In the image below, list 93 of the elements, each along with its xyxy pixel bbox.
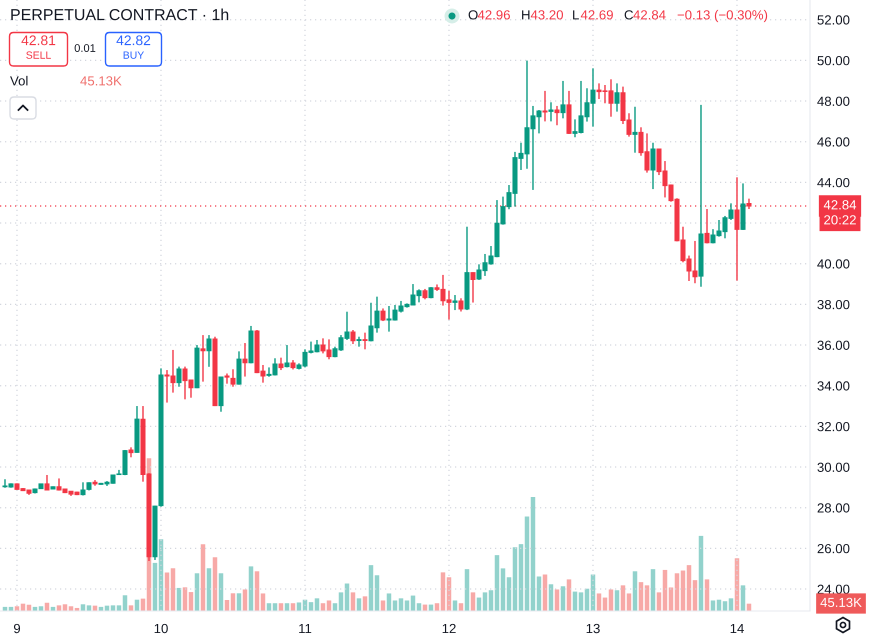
bar <box>140 598 146 611</box>
text: 20:22 <box>824 215 856 225</box>
candlestick <box>356 336 362 348</box>
annotation: 0.01 <box>74 44 96 52</box>
annotation: O <box>468 10 478 20</box>
bar <box>350 592 356 611</box>
annotation: BUY <box>124 52 144 59</box>
bar <box>356 598 362 611</box>
annotation: −0.13 (−0.30%) <box>678 10 768 22</box>
bar <box>212 557 218 611</box>
y-tick-label: 38.00 <box>817 300 850 310</box>
bar <box>566 579 572 611</box>
y-tick-label: 46.00 <box>817 137 850 147</box>
annotation: SELL <box>26 51 51 59</box>
annotation: 42.81 <box>21 35 56 46</box>
candlestick <box>614 82 620 112</box>
y-tick-label: 44.00 <box>817 178 850 188</box>
candlestick <box>542 90 548 122</box>
bar <box>194 573 200 611</box>
x-tick-label: 14 <box>730 624 744 634</box>
annotation: H <box>522 10 530 20</box>
bar <box>284 603 290 611</box>
candlestick <box>290 359 296 370</box>
candlestick <box>470 272 476 304</box>
candlestick <box>650 142 656 190</box>
candlestick <box>176 366 182 388</box>
bar <box>554 589 560 611</box>
candlestick <box>362 332 368 350</box>
bar <box>242 589 248 611</box>
text: 45.13K <box>820 598 862 608</box>
bar <box>248 566 254 611</box>
bar <box>278 603 284 611</box>
bar <box>572 592 578 611</box>
bar <box>134 600 140 611</box>
y-tick-label: 30.00 <box>817 462 850 472</box>
candlestick <box>200 334 206 382</box>
x-tick-label: 10 <box>154 624 168 634</box>
bar <box>746 604 752 611</box>
y-tick-label: 32.00 <box>817 422 850 432</box>
bar <box>44 602 50 611</box>
y-tick-label: 50.00 <box>817 56 850 66</box>
annotation: L <box>573 10 579 20</box>
annotation: 42.84 <box>633 10 666 20</box>
candlestick <box>704 208 710 244</box>
annotation: 42.82 <box>116 35 150 46</box>
candlestick <box>224 372 230 384</box>
x-tick-label: 13 <box>586 624 600 634</box>
candlestick <box>44 474 50 492</box>
candlestick <box>350 329 356 345</box>
x-tick-label: 11 <box>299 624 312 634</box>
bar <box>734 558 740 611</box>
candlestick <box>452 294 458 311</box>
bar <box>266 603 272 611</box>
annotation: 42.69 <box>580 10 613 20</box>
annotation: 42.96 <box>478 10 510 20</box>
y-tick-label: 36.00 <box>817 340 850 350</box>
candlestick <box>380 308 386 322</box>
candlestick <box>560 80 566 120</box>
candlestick <box>230 368 236 388</box>
bar <box>320 603 326 611</box>
candlestick <box>554 105 560 126</box>
x-tick-label: 12 <box>442 624 456 634</box>
bar <box>698 536 704 611</box>
ref-line-label: 42.84 <box>824 200 856 210</box>
chart-title: PERPETUAL CONTRACT · 1h <box>11 8 228 20</box>
bar <box>548 584 554 611</box>
candlestick <box>422 288 428 300</box>
candlestick <box>632 106 638 154</box>
y-tick-label: 34.00 <box>817 381 850 391</box>
annotation: C <box>624 10 634 20</box>
candlestick <box>548 102 554 122</box>
candlestick <box>206 334 212 368</box>
candlestick <box>242 342 248 378</box>
annotation: Vol <box>10 76 28 86</box>
candlestick <box>458 298 464 312</box>
annotation: 45.13K <box>80 76 122 86</box>
candlestick <box>278 356 284 371</box>
candlestick <box>128 446 134 458</box>
annotation: 43.20 <box>530 10 563 20</box>
y-tick-label: 52.00 <box>817 15 850 25</box>
y-tick-label: 28.00 <box>818 503 850 513</box>
y-tick-label: 26.00 <box>818 544 850 554</box>
y-tick-label: 40.00 <box>817 259 850 269</box>
bar <box>458 603 464 611</box>
bar <box>176 588 182 611</box>
bar <box>428 604 434 611</box>
bar <box>464 569 470 611</box>
x-tick-label: 9 <box>14 624 20 634</box>
candlestick <box>428 286 434 299</box>
y-tick-label: 48.00 <box>817 96 850 106</box>
bar <box>206 568 212 611</box>
bar <box>422 604 428 611</box>
candlestick <box>284 344 290 368</box>
